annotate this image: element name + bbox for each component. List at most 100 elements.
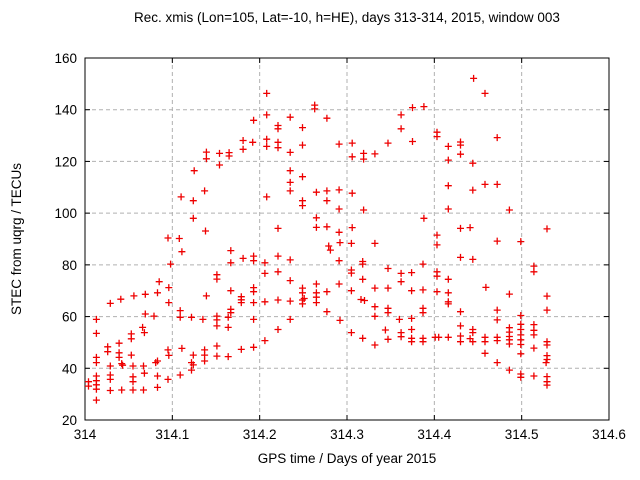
data-point-marker [323,114,331,122]
data-point-marker [444,182,452,190]
data-point-marker [457,338,464,346]
x-tick-label: 314.4 [417,427,451,442]
data-point-marker [323,223,331,231]
data-point-marker [530,268,538,276]
data-point-marker [176,307,184,315]
data-point-marker [201,351,209,359]
data-point-marker [371,239,379,247]
data-point-marker [469,186,477,194]
data-point-marker [397,111,405,119]
data-point-marker [227,309,235,317]
data-point-marker [323,308,331,316]
data-point-marker [286,277,294,285]
data-point-marker [335,140,343,148]
data-point-marker [517,312,525,319]
data-point-marker [155,278,163,286]
data-point-marker [444,142,452,150]
data-point-marker [130,292,138,300]
data-point-marker [336,316,344,324]
x-tick-label: 314.3 [330,427,364,442]
data-point-marker [433,133,441,141]
data-point-marker [129,386,137,394]
data-point-marker [202,227,209,235]
data-point-marker [92,315,100,323]
data-point-marker [165,284,173,292]
data-point-marker [444,300,452,308]
data-point-marker [408,269,416,277]
data-point-marker [92,396,100,404]
data-point-marker [444,205,452,213]
data-point-marker [190,167,198,175]
data-point-marker [359,334,367,342]
data-point-marker [409,104,416,112]
data-point-marker [199,315,207,323]
data-point-marker [117,295,125,303]
data-point-marker [92,359,100,367]
y-axis-label: STEC from uqrg / TECUs [9,163,24,315]
data-point-marker [505,366,513,374]
data-point-marker [347,239,355,247]
data-point-marker [336,239,344,247]
data-point-marker [227,247,235,255]
data-point-marker [543,341,551,349]
data-point-marker [299,124,306,132]
data-point-marker [176,313,184,321]
data-point-marker [371,150,379,158]
data-point-marker [359,260,367,268]
data-point-marker [224,323,232,331]
plot-border [84,57,610,421]
x-tick-label: 314.2 [243,427,277,442]
y-tick-label: 40 [62,361,77,376]
data-point-marker [106,387,114,394]
data-point-marker [216,161,223,169]
data-point-marker [419,286,427,294]
data-point-marker [224,353,232,361]
data-point-marker [299,173,306,181]
data-point-marker [274,268,282,276]
data-point-marker [457,253,464,261]
data-point-marker [433,231,441,239]
data-point-marker [457,322,464,330]
data-point-marker [274,326,282,333]
data-point-marker [481,349,489,357]
data-point-marker [420,214,428,222]
data-point-marker [543,292,551,300]
data-point-marker [286,315,294,323]
data-point-marker [140,369,148,377]
data-point-marker [274,144,282,152]
data-point-marker [395,315,403,323]
data-point-marker [335,205,343,213]
data-point-marker [176,371,184,379]
data-point-marker [189,197,197,205]
data-point-marker [348,224,356,232]
data-point-marker [493,359,501,367]
data-point-marker [164,375,172,383]
data-point-marker [286,297,294,305]
data-point-marker [493,180,501,188]
data-point-marker [237,345,245,353]
data-point-marker [335,228,343,236]
data-point-marker [397,333,405,341]
data-point-marker [127,351,135,359]
data-point-marker [408,338,416,346]
data-point-marker [227,287,235,295]
data-point-marker [154,372,161,380]
data-point-marker [140,386,147,394]
data-point-marker [202,148,210,156]
data-point-marker [466,335,474,343]
data-point-marker [201,187,209,195]
data-point-marker [384,335,392,343]
data-point-marker [129,362,137,370]
data-point-marker [470,74,478,82]
data-point-marker [299,300,306,308]
y-tick-label: 140 [54,103,77,118]
data-point-marker [505,206,513,214]
data-point-marker [115,339,123,347]
data-point-marker [286,167,294,175]
data-point-marker [360,155,368,163]
data-point-marker [286,178,294,186]
data-point-marker [188,366,195,374]
data-point-marker [444,289,452,297]
data-point-marker [419,260,427,268]
data-point-marker [457,150,464,158]
